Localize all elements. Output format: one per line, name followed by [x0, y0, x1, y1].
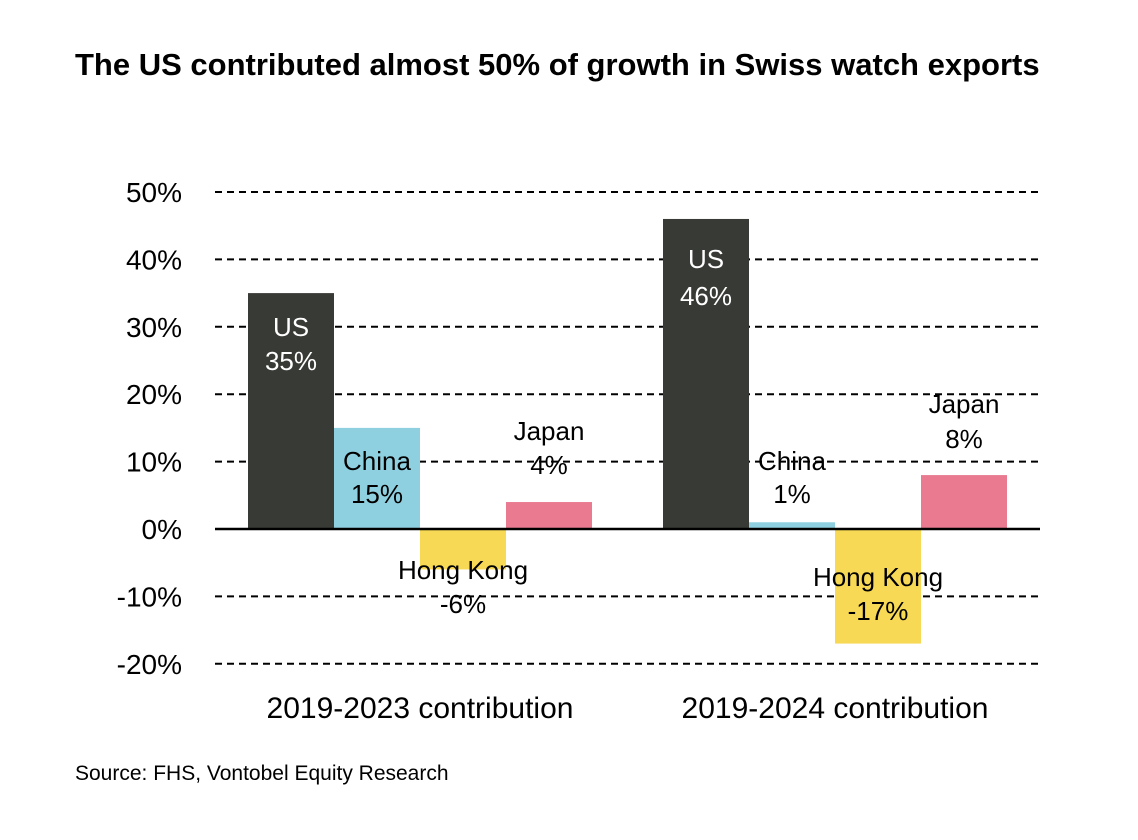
y-tick-label: 20%	[126, 379, 182, 410]
x-category-label: 2019-2023 contribution	[267, 692, 574, 725]
data-label-value: 46%	[680, 281, 732, 311]
chart-title: The US contributed almost 50% of growth …	[75, 47, 1040, 82]
data-label-value: 35%	[265, 346, 317, 376]
source-note: Source: FHS, Vontobel Equity Research	[75, 762, 449, 785]
y-tick-label: -20%	[117, 649, 182, 680]
bar-japan	[921, 475, 1007, 529]
data-label-value: 15%	[351, 479, 403, 509]
x-category-label: 2019-2024 contribution	[682, 692, 989, 725]
y-tick-label: 50%	[126, 177, 182, 208]
data-label-value: 4%	[530, 450, 568, 480]
y-tick-label: 40%	[126, 244, 182, 275]
y-tick-label: -10%	[117, 581, 182, 612]
data-label-value: -6%	[440, 589, 486, 619]
bar-china	[334, 427, 420, 529]
y-tick-label: 0%	[142, 514, 182, 545]
bar-us	[248, 293, 334, 529]
y-tick-label: 30%	[126, 312, 182, 343]
bar-hong-kong	[835, 529, 921, 644]
bar-us	[663, 218, 749, 529]
data-label-name: Japan	[929, 389, 1000, 419]
y-tick-label: 10%	[126, 447, 182, 478]
bar-japan	[506, 502, 592, 529]
data-label-value: -17%	[848, 596, 909, 626]
data-label-value: 8%	[945, 424, 983, 454]
data-label-name: China	[343, 446, 411, 476]
data-label-name: Japan	[514, 416, 585, 446]
data-label-value: 1%	[773, 479, 811, 509]
data-label-name: China	[758, 446, 826, 476]
bar-china	[749, 522, 835, 529]
bar-hong-kong	[420, 529, 506, 570]
data-label-name: US	[688, 244, 724, 274]
data-label-name: Hong Kong	[398, 555, 528, 585]
data-label-name: US	[273, 312, 309, 342]
data-label-name: Hong Kong	[813, 562, 943, 592]
